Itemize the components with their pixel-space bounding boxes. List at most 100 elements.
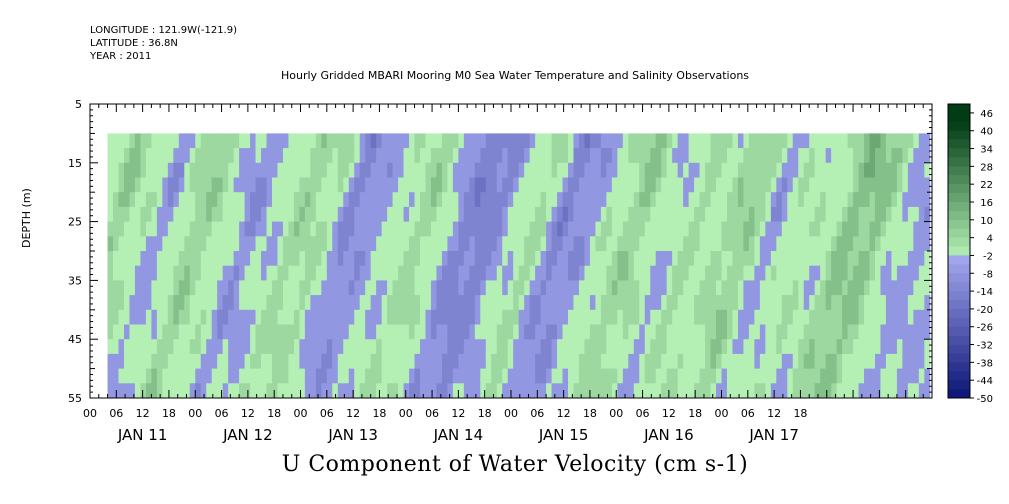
heatmap-cell <box>578 221 585 237</box>
heatmap-cell <box>655 236 662 252</box>
heatmap-cell <box>710 192 717 208</box>
heatmap-cell <box>842 295 848 311</box>
heatmap-cell <box>578 339 585 355</box>
heatmap-cell <box>885 221 892 237</box>
heatmap-cell <box>151 280 158 296</box>
heatmap-cell <box>463 177 470 193</box>
heatmap-cell <box>573 295 580 311</box>
heatmap-cell <box>918 280 925 296</box>
heatmap-cell <box>277 192 284 208</box>
heatmap-cell <box>595 177 602 193</box>
heatmap-cell <box>507 324 514 340</box>
heatmap-cell <box>770 251 777 267</box>
heatmap-cell <box>628 383 635 399</box>
heatmap-cell <box>792 339 799 355</box>
heatmap-cell <box>348 236 355 252</box>
heatmap-cell <box>261 280 267 296</box>
heatmap-cell <box>798 177 805 193</box>
heatmap-cell <box>600 177 607 193</box>
heatmap-cell <box>381 383 388 399</box>
heatmap-cell <box>233 368 240 384</box>
x-tick-label: 18 <box>267 407 281 420</box>
heatmap-cell <box>162 353 169 369</box>
heatmap-cell <box>359 162 366 178</box>
heatmap-cell <box>140 251 147 267</box>
heatmap-cell <box>913 133 920 149</box>
heatmap-cell <box>348 280 355 296</box>
heatmap-cell <box>655 265 662 281</box>
heatmap-cell <box>387 383 393 399</box>
heatmap-cell <box>474 177 481 193</box>
heatmap-cell <box>633 339 640 355</box>
heatmap-cell <box>710 368 717 384</box>
heatmap-cell <box>677 309 684 325</box>
heatmap-cell <box>677 280 684 296</box>
heatmap-cell <box>447 177 454 193</box>
heatmap-cell <box>721 148 728 164</box>
heatmap-cell <box>896 309 903 325</box>
x-tick-label: 18 <box>478 407 492 420</box>
heatmap-cell <box>392 339 399 355</box>
heatmap-cell <box>288 251 295 267</box>
heatmap-cell <box>721 192 728 208</box>
heatmap-cell <box>211 192 218 208</box>
heatmap-cell <box>765 206 772 222</box>
heatmap-cell <box>113 192 119 208</box>
heatmap-cell <box>288 280 295 296</box>
heatmap-cell <box>441 295 448 311</box>
heatmap-cell <box>430 383 437 399</box>
heatmap-cell <box>474 324 481 340</box>
heatmap-cell <box>573 383 580 399</box>
heatmap-cell <box>776 339 783 355</box>
heatmap-cell <box>195 236 202 252</box>
heatmap-cell <box>261 353 267 369</box>
heatmap-cell <box>359 206 366 222</box>
heatmap-cell <box>606 192 613 208</box>
heatmap-cell <box>277 368 284 384</box>
heatmap-cell <box>825 133 832 149</box>
heatmap-cell <box>425 221 432 237</box>
heatmap-cell <box>222 280 229 296</box>
heatmap-cell <box>277 295 284 311</box>
heatmap-cell <box>589 324 596 340</box>
heatmap-cell <box>633 324 640 340</box>
heatmap-cell <box>321 206 328 222</box>
heatmap-cell <box>918 309 925 325</box>
heatmap-cell <box>266 162 273 178</box>
heatmap-cell <box>573 162 580 178</box>
heatmap-cell <box>381 324 388 340</box>
figure-caption: U Component of Water Velocity (cm s-1) <box>281 452 749 477</box>
heatmap-cell <box>798 309 805 325</box>
heatmap-cell <box>447 192 454 208</box>
heatmap-cell <box>282 265 289 281</box>
heatmap-cell <box>765 148 772 164</box>
heatmap-cell <box>617 148 624 164</box>
heatmap-cell <box>261 206 267 222</box>
heatmap-cell <box>239 206 245 222</box>
heatmap-cell <box>436 295 443 311</box>
heatmap-cell <box>748 309 755 325</box>
heatmap-cell <box>831 192 838 208</box>
heatmap-cell <box>387 339 393 355</box>
heatmap-cell <box>847 280 854 296</box>
heatmap-cell <box>732 162 739 178</box>
heatmap-cell <box>611 295 618 311</box>
heatmap-cell <box>694 133 700 149</box>
heatmap-cell <box>836 177 843 193</box>
heatmap-cell <box>200 265 207 281</box>
heatmap-cell <box>611 206 618 222</box>
heatmap-cell <box>496 353 503 369</box>
heatmap-cell <box>463 236 470 252</box>
colorbar-swatch <box>948 291 970 301</box>
heatmap-cell <box>644 192 651 208</box>
heatmap-cell <box>644 339 651 355</box>
heatmap-cell <box>683 265 690 281</box>
heatmap-cell <box>365 280 372 296</box>
heatmap-cell <box>293 251 300 267</box>
heatmap-cell <box>195 162 202 178</box>
heatmap-cell <box>716 368 722 384</box>
heatmap-cell <box>376 309 383 325</box>
heatmap-cell <box>250 133 256 149</box>
heatmap-cell <box>726 353 733 369</box>
heatmap-cell <box>326 324 333 340</box>
